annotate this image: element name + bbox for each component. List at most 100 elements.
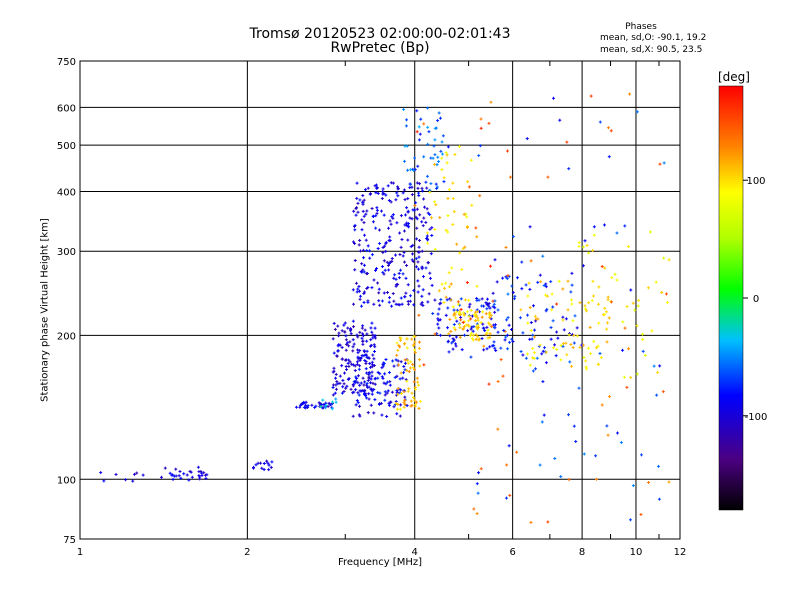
data-point: [398, 407, 402, 411]
data-point: [351, 240, 355, 244]
data-point: [441, 134, 445, 138]
data-point: [411, 362, 415, 366]
data-point: [541, 254, 545, 258]
data-point: [570, 302, 574, 306]
data-point: [362, 292, 366, 296]
data-point: [570, 271, 574, 275]
x-tick-label: 2: [244, 547, 250, 558]
data-point: [370, 365, 374, 369]
data-point: [418, 238, 422, 242]
data-point: [477, 154, 481, 158]
data-point: [399, 245, 403, 249]
data-point: [508, 340, 512, 344]
data-point: [409, 399, 413, 403]
data-point: [635, 324, 639, 328]
data-point: [411, 243, 415, 247]
data-point: [467, 298, 471, 302]
data-point: [472, 313, 476, 317]
data-point: [570, 283, 574, 287]
y-tick-label: 300: [57, 247, 76, 258]
data-point: [599, 356, 603, 360]
data-point: [524, 356, 528, 360]
data-point: [416, 186, 420, 190]
data-point: [404, 223, 408, 227]
data-point: [396, 282, 400, 286]
data-point: [356, 351, 360, 355]
data-point: [459, 307, 463, 311]
data-point: [657, 497, 661, 501]
data-point: [383, 268, 387, 272]
data-point: [584, 365, 588, 369]
data-point: [396, 194, 400, 198]
data-point: [340, 329, 344, 333]
data-point: [396, 187, 400, 191]
data-point: [463, 298, 467, 302]
data-point: [390, 390, 394, 394]
data-point: [399, 338, 403, 342]
data-point: [355, 333, 359, 337]
data-point: [661, 390, 665, 394]
data-point: [592, 233, 596, 237]
data-point: [413, 340, 417, 344]
data-point: [370, 374, 374, 378]
data-point: [460, 267, 464, 271]
data-point: [488, 335, 492, 339]
data-point: [414, 215, 418, 219]
data-point: [353, 364, 357, 368]
data-point: [408, 216, 412, 220]
data-point: [467, 305, 471, 309]
data-point: [544, 282, 548, 286]
data-point: [542, 413, 546, 417]
data-point: [406, 302, 410, 306]
data-points: [99, 92, 671, 524]
data-point: [506, 292, 510, 296]
data-point: [466, 180, 470, 184]
data-point: [437, 307, 441, 311]
data-point: [415, 376, 419, 380]
data-point: [439, 301, 443, 305]
data-point: [533, 328, 537, 332]
data-point: [509, 328, 513, 332]
data-point: [481, 322, 485, 326]
data-point: [404, 276, 408, 280]
data-point: [358, 404, 362, 408]
data-point: [479, 467, 483, 471]
data-point: [511, 235, 515, 239]
data-point: [196, 465, 200, 469]
data-point: [440, 282, 444, 286]
data-point: [402, 405, 406, 409]
data-point: [538, 273, 542, 277]
data-point: [359, 381, 363, 385]
data-point: [398, 231, 402, 235]
data-point: [566, 308, 570, 312]
data-point: [622, 375, 626, 379]
data-point: [375, 267, 379, 271]
data-point: [583, 307, 587, 311]
data-point: [420, 301, 424, 305]
data-point: [354, 379, 358, 383]
data-point: [480, 297, 484, 301]
data-point: [413, 368, 417, 372]
data-point: [353, 228, 357, 232]
data-point: [606, 126, 610, 130]
data-point: [372, 278, 376, 282]
data-point: [395, 407, 399, 411]
data-point: [197, 470, 201, 474]
data-point: [451, 223, 455, 227]
data-point: [319, 405, 323, 409]
phase-colorbar: [718, 85, 744, 511]
data-point: [383, 244, 387, 248]
data-point: [417, 255, 421, 259]
data-point: [365, 272, 369, 276]
data-point: [487, 382, 491, 386]
data-point: [438, 216, 442, 220]
data-point: [404, 291, 408, 295]
data-point: [493, 258, 497, 262]
data-point: [582, 452, 586, 456]
data-point: [343, 371, 347, 375]
data-point: [639, 453, 643, 457]
data-point: [440, 140, 444, 144]
data-point: [383, 393, 387, 397]
data-point: [402, 229, 406, 233]
data-point: [462, 325, 466, 329]
